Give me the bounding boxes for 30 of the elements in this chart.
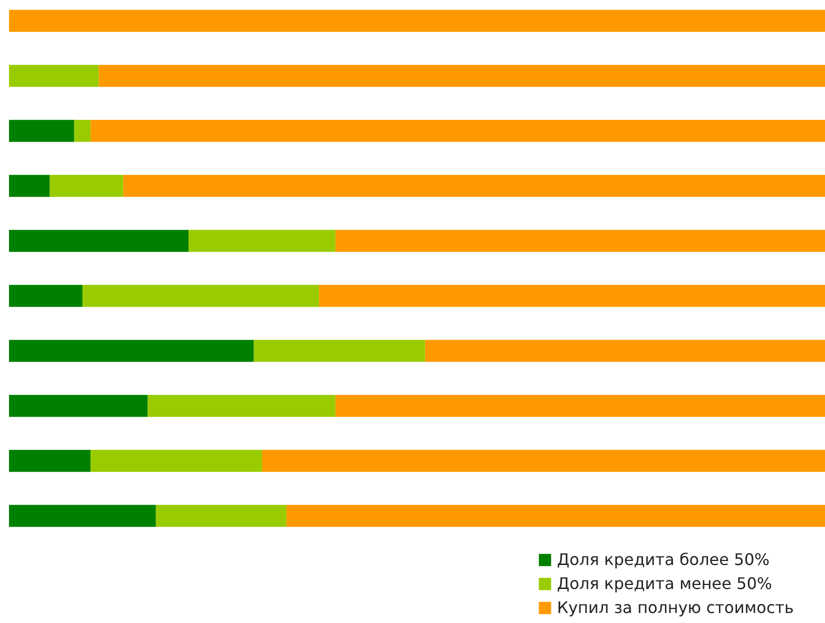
bar bbox=[156, 504, 286, 527]
bar bbox=[9, 230, 189, 252]
bar bbox=[335, 230, 825, 252]
legend-label: Купил за полную стоимость bbox=[557, 598, 794, 617]
bar bbox=[254, 340, 426, 362]
bar bbox=[9, 174, 50, 197]
bar bbox=[90, 120, 825, 142]
bar bbox=[90, 450, 262, 472]
bar bbox=[9, 504, 156, 527]
bar bbox=[188, 230, 336, 252]
bar bbox=[262, 450, 825, 472]
bar bbox=[50, 174, 124, 197]
bar bbox=[9, 394, 148, 417]
bar bbox=[9, 284, 82, 307]
bar bbox=[286, 504, 825, 527]
bar bbox=[123, 174, 825, 197]
bar bbox=[98, 64, 825, 87]
legend-label: Доля кредита более 50% bbox=[557, 550, 770, 569]
bar bbox=[319, 284, 825, 307]
bar bbox=[74, 120, 91, 142]
bar bbox=[9, 10, 825, 32]
bar bbox=[148, 394, 336, 417]
bar bbox=[82, 284, 320, 307]
bar bbox=[9, 120, 74, 142]
bar bbox=[9, 450, 91, 472]
bar bbox=[9, 64, 99, 87]
bar bbox=[425, 340, 825, 362]
bar bbox=[9, 340, 254, 362]
legend-label: Доля кредита менее 50% bbox=[557, 574, 772, 593]
bar bbox=[335, 394, 825, 417]
